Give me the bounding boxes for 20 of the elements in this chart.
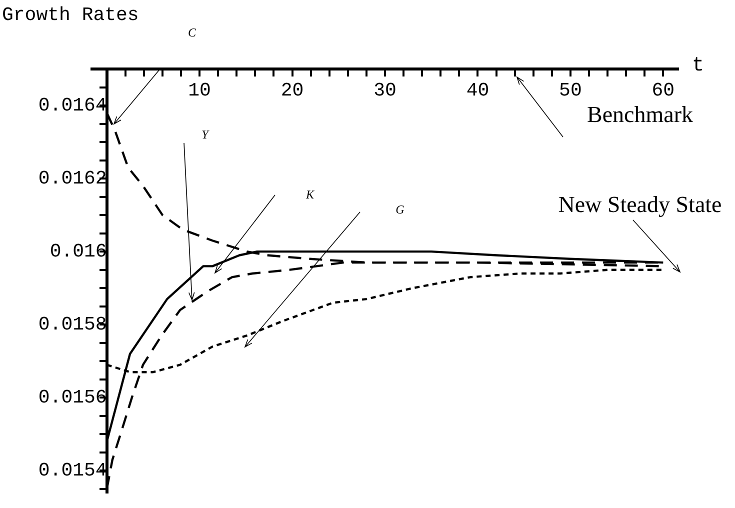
x-tick-label: 60 bbox=[652, 79, 675, 102]
x-tick-label: 10 bbox=[188, 79, 211, 102]
annotation: New Steady State bbox=[558, 192, 722, 218]
x-tick-label: 40 bbox=[466, 79, 490, 102]
y-tick-label: 0.0158 bbox=[38, 314, 107, 336]
x-tick-label: 50 bbox=[559, 79, 582, 102]
x-tick-label: 20 bbox=[280, 79, 304, 102]
annotation: Y bbox=[202, 128, 208, 142]
annotation: G bbox=[396, 202, 404, 218]
y-tick-label: 0.016 bbox=[50, 240, 107, 263]
annotation: K bbox=[306, 188, 314, 202]
annotation: Benchmark bbox=[586, 102, 694, 128]
y-tick-label: 0.0156 bbox=[38, 386, 107, 409]
chart-title: Growth Rates bbox=[2, 4, 139, 26]
y-tick-label: 0.0162 bbox=[38, 168, 107, 190]
y-tick-label: 0.0154 bbox=[38, 460, 107, 482]
x-tick-label: 30 bbox=[374, 79, 396, 102]
y-tick-label: 0.0164 bbox=[38, 94, 107, 117]
x-axis-title: t bbox=[692, 54, 704, 78]
text: C bbox=[188, 26, 196, 40]
